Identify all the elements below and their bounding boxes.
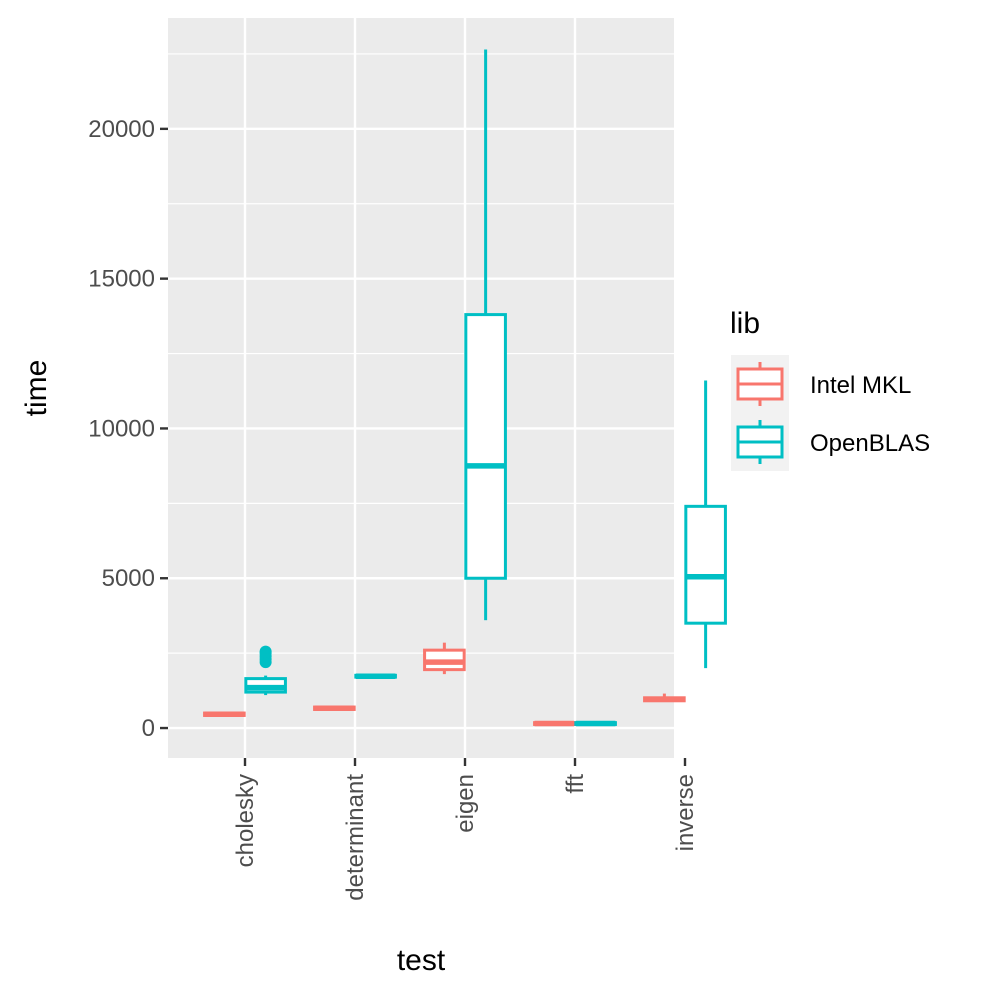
y-tick-label: 0 [142, 715, 155, 742]
y-tick-label: 10000 [88, 415, 155, 442]
box-inverse-openblas [684, 380, 727, 669]
x-tick-label: determinant [342, 774, 369, 901]
box-determinant-mkl [313, 705, 356, 712]
legend-item: OpenBLAS [731, 413, 930, 471]
box-iqr [464, 313, 507, 580]
legend-title: lib [730, 307, 760, 340]
outlier-point [259, 645, 272, 658]
legend: lib Intel MKL OpenBLAS [730, 307, 930, 471]
legend-label: OpenBLAS [810, 430, 930, 457]
box-eigen-mkl [423, 642, 466, 675]
box-cholesky-openblas [244, 645, 287, 696]
axes: 0 5000 10000 15000 20000 cholesky determinant e… [88, 116, 699, 901]
box-cholesky-mkl [203, 711, 246, 718]
box-fft-openblas [574, 720, 617, 727]
boxes [203, 49, 727, 727]
x-tick-label: cholesky [232, 774, 259, 867]
x-tick-label: fft [562, 774, 589, 794]
box-determinant-openblas [354, 673, 397, 679]
box-eigen-openblas [464, 49, 507, 621]
box-fft-mkl [533, 720, 576, 727]
legend-item: Intel MKL [731, 355, 911, 413]
legend-label: Intel MKL [810, 372, 911, 399]
x-axis-title: test [397, 944, 446, 977]
y-axis-title: time [20, 360, 53, 417]
x-tick-label: inverse [672, 774, 699, 851]
box-iqr [684, 504, 727, 625]
y-tick-label: 15000 [88, 266, 155, 293]
panel-background [168, 18, 674, 758]
y-tick-label: 5000 [102, 565, 155, 592]
grid [168, 18, 687, 758]
box-inverse-mkl [643, 693, 686, 703]
x-tick-label: eigen [452, 774, 479, 833]
y-tick-label: 20000 [88, 116, 155, 143]
